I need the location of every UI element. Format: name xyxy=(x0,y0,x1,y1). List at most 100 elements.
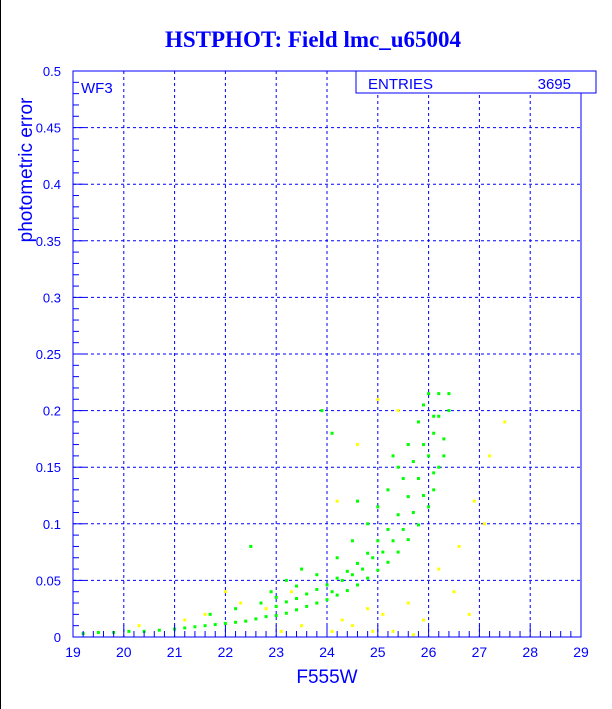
data-point xyxy=(315,587,319,591)
data-point xyxy=(305,604,309,608)
data-point xyxy=(264,615,268,619)
data-point xyxy=(239,601,243,605)
data-point xyxy=(330,431,334,435)
data-point xyxy=(335,499,339,503)
data-point xyxy=(442,437,446,441)
data-point xyxy=(355,583,359,587)
x-tick-label: 22 xyxy=(218,644,234,660)
data-point xyxy=(422,494,426,497)
data-point xyxy=(447,392,451,396)
data-point xyxy=(325,583,329,587)
data-point xyxy=(416,477,420,481)
data-point xyxy=(274,613,278,617)
data-point xyxy=(437,392,441,396)
data-point xyxy=(274,595,278,599)
data-point xyxy=(335,593,339,597)
y-tick-label: 0.15 xyxy=(36,460,61,475)
data-point xyxy=(295,584,299,588)
data-point xyxy=(366,576,370,580)
data-point xyxy=(284,578,288,582)
data-point xyxy=(406,601,410,605)
y-tick-label: 0.05 xyxy=(36,573,61,588)
data-point xyxy=(411,633,415,637)
data-point xyxy=(295,608,299,612)
y-tick-label: 0.3 xyxy=(43,290,61,305)
data-point xyxy=(437,567,441,571)
data-point xyxy=(213,623,217,627)
data-point xyxy=(411,510,415,514)
data-point xyxy=(488,454,492,458)
data-point xyxy=(442,454,446,458)
x-tick-label: 21 xyxy=(167,644,183,660)
data-point xyxy=(376,505,380,509)
data-point xyxy=(269,590,273,594)
data-point xyxy=(401,527,405,531)
chart-title: HSTPHOT: Field lmc_u65004 xyxy=(165,27,462,52)
points xyxy=(81,392,507,637)
data-point xyxy=(355,561,359,565)
data-point xyxy=(427,392,431,396)
data-point xyxy=(432,488,436,492)
data-point xyxy=(208,612,212,616)
data-point xyxy=(427,454,431,458)
data-point xyxy=(335,576,339,580)
data-point xyxy=(157,628,161,632)
data-point xyxy=(401,477,405,481)
x-tick-label: 29 xyxy=(573,644,589,660)
data-point xyxy=(203,612,207,616)
data-point xyxy=(289,590,293,594)
stats-label: ENTRIES xyxy=(368,76,433,93)
y-axis-label: photometric error xyxy=(16,97,37,242)
x-tick-label: 26 xyxy=(421,644,437,660)
data-point xyxy=(457,544,461,548)
data-point xyxy=(371,629,375,633)
data-point xyxy=(300,567,304,571)
data-point xyxy=(350,624,354,628)
y-tick-label: 0.5 xyxy=(43,64,61,79)
data-point xyxy=(315,573,319,577)
data-point xyxy=(254,617,258,621)
wf3-annotation: WF3 xyxy=(81,80,113,97)
y-tick-label: 0.35 xyxy=(36,234,61,249)
y-tick-label: 0.1 xyxy=(43,517,61,532)
data-point xyxy=(350,573,354,577)
data-point xyxy=(223,590,227,594)
data-point xyxy=(396,409,400,413)
data-point xyxy=(366,522,370,526)
data-point xyxy=(284,611,288,615)
data-point xyxy=(376,539,380,543)
data-point xyxy=(96,630,100,634)
data-point xyxy=(416,523,420,527)
y-tick-label: 0 xyxy=(54,630,61,645)
data-point xyxy=(366,551,370,555)
x-tick-label: 19 xyxy=(65,644,81,660)
data-point xyxy=(361,567,365,571)
data-point xyxy=(244,619,248,623)
data-point xyxy=(223,621,227,625)
data-point xyxy=(371,556,375,560)
x-tick-label: 24 xyxy=(319,644,335,660)
y-tick-label: 0.25 xyxy=(36,347,61,362)
data-point xyxy=(422,403,426,407)
data-point xyxy=(137,624,141,628)
data-point xyxy=(406,538,410,542)
data-point xyxy=(340,618,344,622)
data-point xyxy=(422,443,426,447)
data-point xyxy=(315,601,319,605)
data-point xyxy=(264,607,268,611)
data-point xyxy=(411,460,415,464)
data-point xyxy=(355,499,359,503)
data-point xyxy=(340,578,344,582)
data-point xyxy=(391,454,395,458)
data-point xyxy=(366,607,370,611)
data-point xyxy=(330,590,334,594)
data-point xyxy=(447,409,451,413)
data-point xyxy=(274,604,278,608)
stats-box: ENTRIES 3695 xyxy=(355,70,597,94)
data-point xyxy=(259,601,263,605)
data-point xyxy=(295,597,299,601)
data-point xyxy=(345,589,349,593)
data-point xyxy=(330,629,334,633)
data-point xyxy=(482,522,486,526)
